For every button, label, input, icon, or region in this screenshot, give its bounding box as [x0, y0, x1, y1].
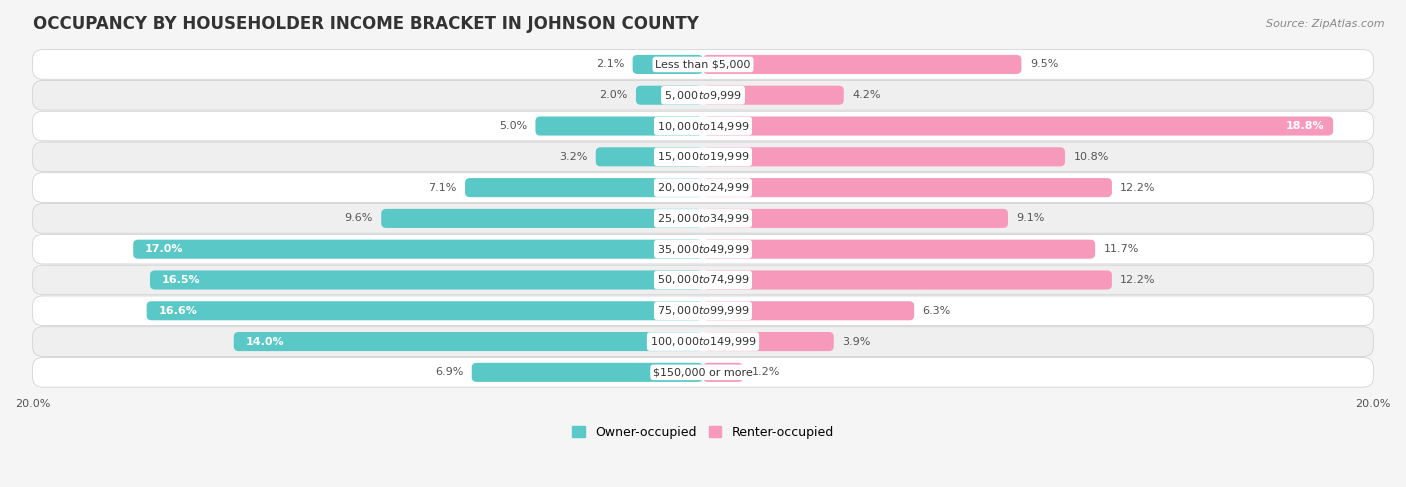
Text: 2.0%: 2.0% [599, 90, 627, 100]
Text: $5,000 to $9,999: $5,000 to $9,999 [664, 89, 742, 102]
Text: 6.9%: 6.9% [434, 367, 464, 377]
FancyBboxPatch shape [32, 234, 1374, 264]
Text: $50,000 to $74,999: $50,000 to $74,999 [657, 274, 749, 286]
FancyBboxPatch shape [381, 209, 703, 228]
Text: 6.3%: 6.3% [922, 306, 950, 316]
Text: 17.0%: 17.0% [145, 244, 183, 254]
FancyBboxPatch shape [703, 147, 1064, 167]
FancyBboxPatch shape [703, 209, 1008, 228]
Text: Source: ZipAtlas.com: Source: ZipAtlas.com [1267, 19, 1385, 30]
FancyBboxPatch shape [32, 265, 1374, 295]
FancyBboxPatch shape [636, 86, 703, 105]
Text: 16.6%: 16.6% [159, 306, 197, 316]
FancyBboxPatch shape [703, 86, 844, 105]
FancyBboxPatch shape [465, 178, 703, 197]
Text: $35,000 to $49,999: $35,000 to $49,999 [657, 243, 749, 256]
Text: 3.2%: 3.2% [560, 152, 588, 162]
FancyBboxPatch shape [472, 363, 703, 382]
Text: 2.1%: 2.1% [596, 59, 624, 70]
Text: 9.5%: 9.5% [1029, 59, 1059, 70]
Text: 1.2%: 1.2% [752, 367, 780, 377]
FancyBboxPatch shape [32, 173, 1374, 203]
FancyBboxPatch shape [703, 363, 744, 382]
Text: $15,000 to $19,999: $15,000 to $19,999 [657, 150, 749, 163]
Text: 11.7%: 11.7% [1104, 244, 1139, 254]
FancyBboxPatch shape [536, 116, 703, 135]
Text: 7.1%: 7.1% [429, 183, 457, 192]
Text: 3.9%: 3.9% [842, 337, 870, 347]
Text: 10.8%: 10.8% [1073, 152, 1109, 162]
Text: 5.0%: 5.0% [499, 121, 527, 131]
FancyBboxPatch shape [32, 204, 1374, 233]
FancyBboxPatch shape [703, 332, 834, 351]
FancyBboxPatch shape [703, 270, 1112, 290]
FancyBboxPatch shape [596, 147, 703, 167]
Text: $10,000 to $14,999: $10,000 to $14,999 [657, 119, 749, 132]
Legend: Owner-occupied, Renter-occupied: Owner-occupied, Renter-occupied [568, 421, 838, 444]
Text: $25,000 to $34,999: $25,000 to $34,999 [657, 212, 749, 225]
FancyBboxPatch shape [32, 296, 1374, 325]
Text: 4.2%: 4.2% [852, 90, 880, 100]
FancyBboxPatch shape [703, 178, 1112, 197]
FancyBboxPatch shape [32, 142, 1374, 171]
FancyBboxPatch shape [146, 301, 703, 320]
FancyBboxPatch shape [32, 111, 1374, 141]
FancyBboxPatch shape [703, 116, 1333, 135]
FancyBboxPatch shape [32, 327, 1374, 356]
FancyBboxPatch shape [233, 332, 703, 351]
FancyBboxPatch shape [32, 80, 1374, 110]
Text: 18.8%: 18.8% [1286, 121, 1324, 131]
Text: $20,000 to $24,999: $20,000 to $24,999 [657, 181, 749, 194]
Text: $75,000 to $99,999: $75,000 to $99,999 [657, 304, 749, 317]
FancyBboxPatch shape [150, 270, 703, 290]
Text: 9.6%: 9.6% [344, 213, 373, 224]
FancyBboxPatch shape [32, 50, 1374, 79]
FancyBboxPatch shape [703, 240, 1095, 259]
FancyBboxPatch shape [32, 357, 1374, 387]
Text: $150,000 or more: $150,000 or more [654, 367, 752, 377]
Text: OCCUPANCY BY HOUSEHOLDER INCOME BRACKET IN JOHNSON COUNTY: OCCUPANCY BY HOUSEHOLDER INCOME BRACKET … [32, 15, 699, 33]
Text: 16.5%: 16.5% [162, 275, 200, 285]
Text: 12.2%: 12.2% [1121, 183, 1156, 192]
Text: $100,000 to $149,999: $100,000 to $149,999 [650, 335, 756, 348]
Text: 14.0%: 14.0% [246, 337, 284, 347]
Text: 12.2%: 12.2% [1121, 275, 1156, 285]
Text: Less than $5,000: Less than $5,000 [655, 59, 751, 70]
FancyBboxPatch shape [703, 301, 914, 320]
FancyBboxPatch shape [633, 55, 703, 74]
FancyBboxPatch shape [134, 240, 703, 259]
Text: 9.1%: 9.1% [1017, 213, 1045, 224]
FancyBboxPatch shape [703, 55, 1021, 74]
